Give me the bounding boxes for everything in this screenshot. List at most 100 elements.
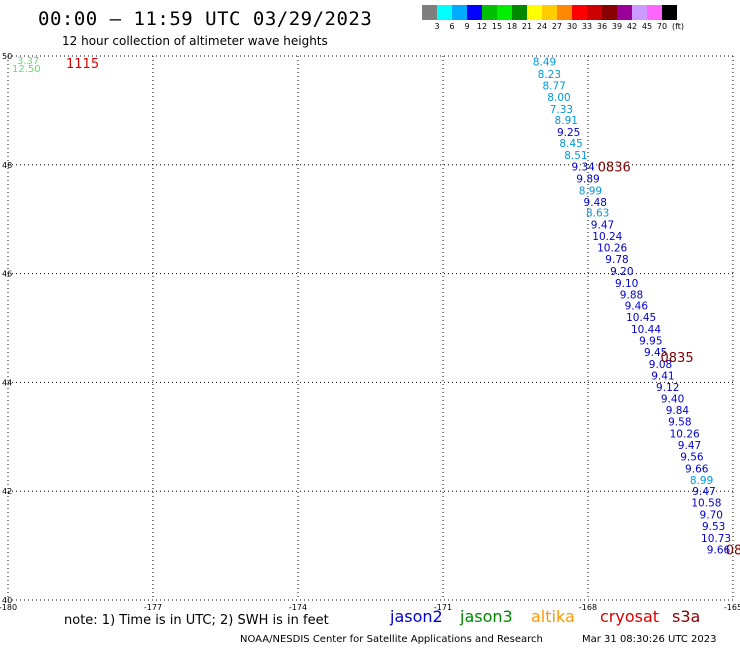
color-scale-label: 24 xyxy=(536,22,548,31)
pass-time-label: 1115 xyxy=(66,57,99,72)
color-scale-label: 36 xyxy=(596,22,608,31)
swh-value-label: 9.88 xyxy=(620,289,643,301)
y-tick-label: 44 xyxy=(2,378,12,387)
color-swatch xyxy=(467,5,482,20)
swh-value-label: 9.47 xyxy=(591,220,614,232)
swh-value-label: 9.34 xyxy=(571,161,595,173)
swh-value-label: 10.45 xyxy=(626,312,656,324)
color-scale-unit: (ft) xyxy=(671,22,685,31)
swh-value-label: 8.99 xyxy=(690,475,713,487)
swh-value-label: 9.47 xyxy=(678,440,701,452)
corner-swh-value: 12.50 xyxy=(12,64,41,75)
color-swatch xyxy=(557,5,572,20)
color-scale-label: 30 xyxy=(566,22,578,31)
swh-value-label: 9.10 xyxy=(615,278,638,290)
color-swatch xyxy=(497,5,512,20)
swh-value-label: 9.53 xyxy=(702,521,725,533)
swh-value-label: 10.24 xyxy=(592,231,622,243)
color-scale-labels: 3 6 9 12 15 18 21 24 27 30 33 36 39 42 45 70 (ft) xyxy=(422,22,740,34)
color-swatch xyxy=(647,5,662,20)
credit-line: NOAA/NESDIS Center for Satellite Applica… xyxy=(240,634,543,645)
swh-value-label: 10.44 xyxy=(631,324,661,336)
swh-value-label: 9.45 xyxy=(644,347,667,359)
swh-value-label: 9.78 xyxy=(605,254,628,266)
legend-item-jason3: jason3 xyxy=(460,607,513,626)
x-tick-label: -180 xyxy=(0,603,17,612)
swh-value-label: 9.70 xyxy=(700,510,723,522)
pass-time-label: 0836 xyxy=(598,160,631,175)
swh-value-label: 8.51 xyxy=(564,150,587,162)
swh-value-label: 8.99 xyxy=(579,185,602,197)
y-tick-label: 46 xyxy=(2,270,12,279)
swh-value-label: 9.48 xyxy=(584,197,607,209)
swh-value-label: 10.26 xyxy=(597,242,627,254)
color-swatch xyxy=(572,5,587,20)
y-tick-label: 42 xyxy=(2,487,12,496)
legend-item-altika: altika xyxy=(531,607,575,626)
swh-value-label: 8.45 xyxy=(559,138,582,150)
color-scale-label: 18 xyxy=(506,22,518,31)
swh-value-label: 8.63 xyxy=(586,208,609,220)
color-swatch xyxy=(482,5,497,20)
swh-value-label: 9.47 xyxy=(692,486,715,498)
color-scale-label: 70 xyxy=(656,22,668,31)
color-swatch xyxy=(542,5,557,20)
y-tick-label: 40 xyxy=(2,596,12,605)
swh-value-label: 8.23 xyxy=(538,69,561,81)
color-scale-label: 45 xyxy=(641,22,653,31)
swh-value-label: 9.58 xyxy=(668,417,691,429)
swh-value-label: 9.95 xyxy=(639,336,662,348)
x-tick-label: -174 xyxy=(289,603,307,612)
swh-value-label: 10.73 xyxy=(701,533,731,545)
legend-item-cryosat: cryosat xyxy=(600,607,660,626)
swh-value-label: 9.84 xyxy=(666,405,690,417)
x-tick-label: -165 xyxy=(724,603,740,612)
swh-value-label: 9.66 xyxy=(707,544,731,556)
color-swatch xyxy=(662,5,677,20)
footer-note: note: 1) Time is in UTC; 2) SWH is in fe… xyxy=(64,613,329,628)
swh-value-label: 9.08 xyxy=(649,359,672,371)
color-swatch xyxy=(602,5,617,20)
color-swatch xyxy=(452,5,467,20)
color-swatch xyxy=(422,5,437,20)
swh-value-label: 9.25 xyxy=(557,127,580,139)
color-swatch xyxy=(437,5,452,20)
pass-time-label: 0835 xyxy=(661,351,694,366)
generated-timestamp: Mar 31 08:30:26 UTC 2023 xyxy=(582,634,717,645)
swh-value-label: 9.89 xyxy=(576,173,599,185)
swh-value-label: 8.77 xyxy=(542,80,565,92)
legend-item-s3a: s3a xyxy=(672,607,701,626)
swh-value-label: 9.66 xyxy=(685,463,709,475)
swh-value-label: 8.00 xyxy=(547,92,570,104)
pass-time-label: 08 xyxy=(726,543,740,558)
color-scale-label: 3 xyxy=(434,22,440,31)
x-tick-label: -171 xyxy=(434,603,452,612)
x-tick-label: -177 xyxy=(144,603,162,612)
color-scale-label: 21 xyxy=(521,22,533,31)
swh-value-label: 9.20 xyxy=(610,266,633,278)
color-scale-label: 9 xyxy=(464,22,470,31)
swh-value-label: 9.46 xyxy=(625,301,649,313)
color-swatch xyxy=(527,5,542,20)
color-scale-label: 42 xyxy=(626,22,638,31)
map-title: 00:00 – 11:59 UTC 03/29/2023 xyxy=(38,8,373,30)
y-tick-label: 48 xyxy=(2,161,12,170)
color-scale-label: 33 xyxy=(581,22,593,31)
color-swatch xyxy=(512,5,527,20)
color-swatch xyxy=(617,5,632,20)
swh-value-label: 7.33 xyxy=(550,104,573,116)
color-swatch xyxy=(632,5,647,20)
color-scale-label: 27 xyxy=(551,22,563,31)
corner-swh-value: 3.37 xyxy=(17,56,39,67)
color-scale-label: 15 xyxy=(491,22,503,31)
swh-value-label: 8.91 xyxy=(555,115,578,127)
swh-value-label: 9.12 xyxy=(656,382,679,394)
color-scale-label: 39 xyxy=(611,22,623,31)
swh-value-label: 10.26 xyxy=(670,429,700,441)
legend-item-jason2: jason2 xyxy=(390,607,443,626)
map-subtitle: 12 hour collection of altimeter wave hei… xyxy=(62,34,328,48)
color-scale-bar xyxy=(422,5,677,20)
x-tick-label: -168 xyxy=(579,603,597,612)
swh-value-label: 10.58 xyxy=(691,498,721,510)
